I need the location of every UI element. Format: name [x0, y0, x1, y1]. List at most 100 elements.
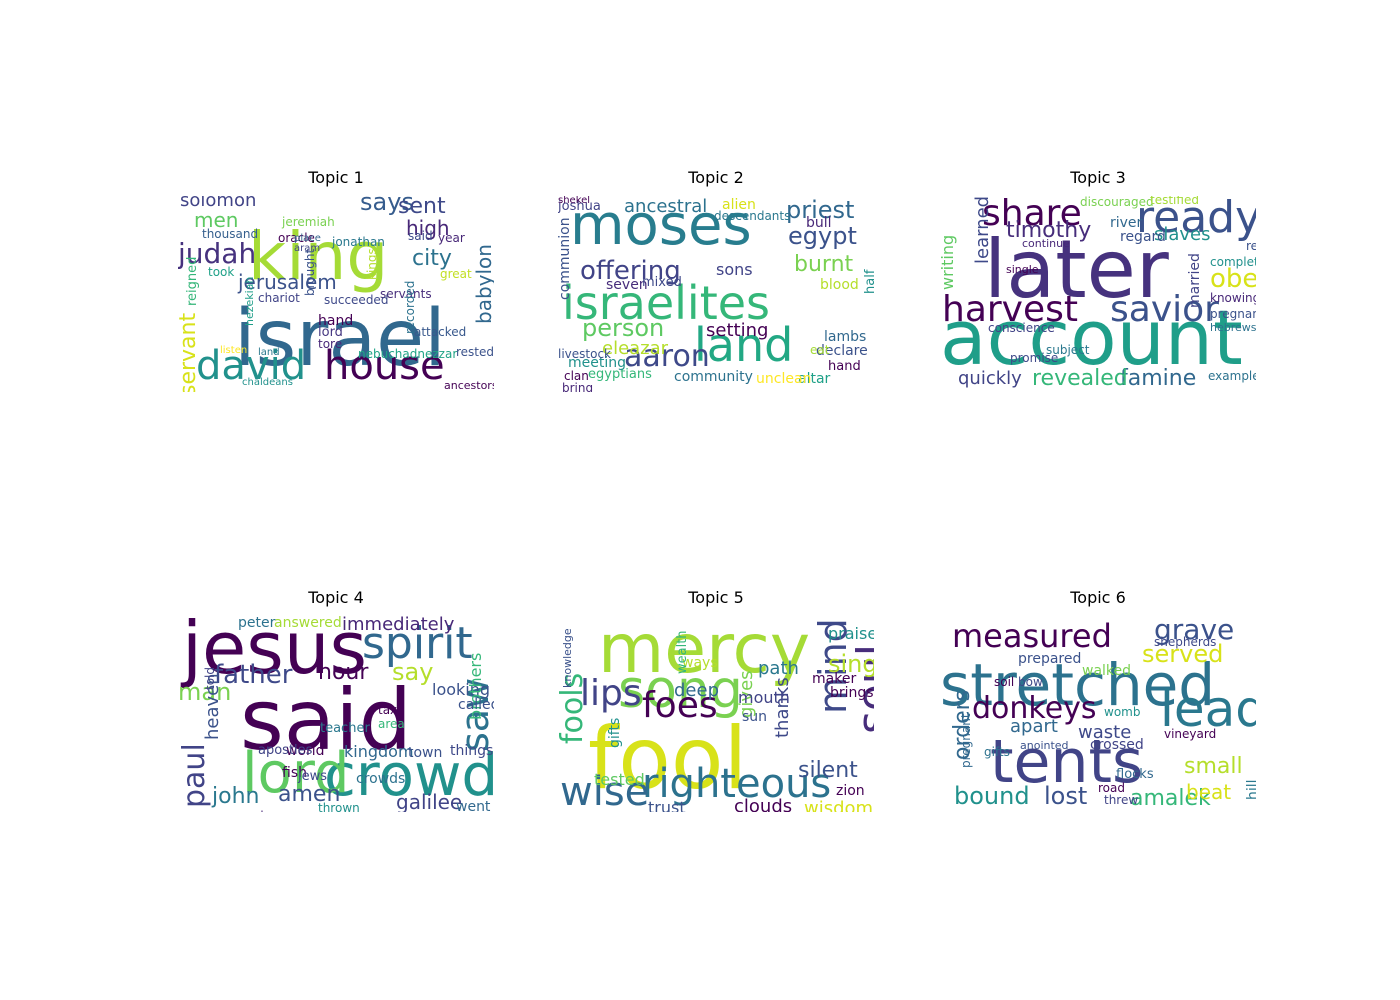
cloud-word: thousand: [202, 227, 259, 241]
cloud-word: zion: [836, 783, 865, 799]
cloud-word: reigned: [185, 256, 200, 306]
cloud-word: chariot: [258, 291, 300, 305]
cloud-word: tax: [378, 703, 398, 717]
cloud-word: lambs: [824, 329, 867, 345]
cloud-word: aram: [294, 243, 321, 254]
cloud-word: demons: [256, 810, 304, 812]
cloud-word: teacher: [320, 721, 370, 736]
cloud-word: prepared: [1018, 651, 1082, 667]
cloud-word: praise: [828, 624, 874, 643]
cloud-word: fish: [282, 765, 307, 781]
cloud-word: lord: [242, 741, 350, 806]
cloud-word: paul: [178, 743, 212, 808]
cloud-word: pregnant: [1210, 307, 1256, 321]
cloud-word: tore: [318, 337, 343, 351]
cloud-word: womb: [1104, 705, 1141, 719]
cloud-word: servants: [380, 287, 432, 301]
cloud-word: man: [178, 678, 232, 706]
cloud-word: bring: [562, 381, 594, 392]
cloud-word: succeeded: [324, 293, 389, 307]
cloud-word: half: [863, 269, 874, 294]
cloud-word: area: [378, 717, 405, 731]
cloud-word: married: [1187, 253, 1203, 308]
cloud-word: savior: [1110, 289, 1219, 330]
cloud-word: hebrews: [1210, 321, 1256, 334]
cloud-word: chaldeans: [242, 377, 293, 388]
cloud-word: gifts: [607, 717, 623, 748]
cloud-word: moses: [570, 196, 752, 258]
cloud-word: sing: [828, 650, 874, 678]
cloud-word: communion: [558, 217, 573, 300]
cloud-word: community: [674, 369, 753, 385]
cloud-word: men: [194, 208, 239, 232]
cloud-word: road: [1098, 781, 1125, 795]
cloud-word: things: [450, 743, 494, 759]
cloud-word: walked: [1082, 663, 1132, 679]
cloud-word: tested: [594, 770, 645, 789]
word-cloud: fool mercy song righteous wise soul mind lips fo…: [558, 616, 874, 812]
panel-title: Topic 3: [1070, 168, 1126, 187]
cloud-word: galilee: [396, 790, 463, 812]
cloud-word: later: [984, 223, 1169, 316]
cloud-word: brought: [303, 248, 317, 296]
cloud-word: grave: [1154, 616, 1235, 646]
cloud-word: obey: [1210, 264, 1256, 294]
cloud-word: great: [440, 267, 472, 281]
cloud-word: say: [392, 658, 434, 686]
word-cloud: stretched tents measured lead donkeys grave se…: [940, 616, 1256, 812]
cloud-word: jesus: [182, 616, 367, 690]
cloud-word: sent: [398, 196, 446, 219]
cloud-word: timothy: [1006, 218, 1092, 243]
cloud-word: town: [408, 745, 443, 761]
cloud-word: bull: [806, 215, 832, 231]
panel-title: Topic 2: [688, 168, 744, 187]
cloud-word: song: [618, 660, 743, 720]
cloud-word: babylon: [472, 244, 494, 324]
cloud-word: measured: [952, 617, 1112, 655]
cloud-word: jews: [298, 769, 328, 784]
panel-title: Topic 1: [308, 168, 364, 187]
cloud-word: anointed: [1020, 739, 1069, 752]
cloud-word: livestock: [558, 347, 611, 361]
cloud-word: jerusalem: [238, 270, 337, 294]
cloud-word: said: [408, 229, 433, 243]
cloud-word: quickly: [958, 368, 1022, 389]
cloud-word: immediately: [342, 616, 455, 635]
cloud-word: tents: [990, 727, 1144, 797]
cloud-word: listen: [220, 345, 248, 356]
panel-title: Topic 6: [1070, 588, 1126, 607]
cloud-word: mouth: [738, 688, 790, 707]
cloud-word: israelites: [562, 276, 771, 330]
cloud-word: single: [1006, 263, 1039, 276]
cloud-word: hand: [318, 313, 354, 329]
cloud-word: promise: [1010, 351, 1059, 365]
cloud-word: shekel: [558, 196, 591, 206]
word-cloud: israel king david house judah jerusalem says so…: [178, 196, 494, 392]
cloud-word: judah: [178, 237, 257, 270]
cloud-word: brings: [830, 685, 874, 701]
cloud-word: year: [438, 231, 465, 245]
cloud-word: peter: [238, 616, 276, 631]
cloud-word: hand: [828, 359, 861, 374]
cloud-word: waste: [1078, 722, 1132, 743]
cloud-word: descendants: [714, 209, 791, 223]
cloud-word: spirit: [362, 618, 473, 669]
cloud-word: testified: [1150, 196, 1199, 207]
cloud-word: mixed: [642, 275, 682, 290]
cloud-word: wisdom: [804, 798, 874, 813]
cloud-word: oracle: [278, 231, 315, 245]
cloud-word: crowd: [324, 741, 494, 809]
cloud-word: path: [758, 658, 799, 679]
cloud-word: deep: [674, 680, 719, 701]
cloud-word: vineyard: [1164, 727, 1217, 741]
cloud-word: bow: [1018, 675, 1043, 689]
cloud-word: threw: [1104, 793, 1139, 807]
cloud-word: famine: [1120, 366, 1197, 391]
panel-title: Topic 5: [688, 588, 744, 607]
cloud-word: alien: [722, 197, 756, 213]
cloud-word: sun: [742, 709, 768, 725]
cloud-word: fool: [588, 709, 748, 809]
cloud-word: hour: [318, 660, 369, 685]
cloud-word: slaves: [1154, 224, 1211, 245]
